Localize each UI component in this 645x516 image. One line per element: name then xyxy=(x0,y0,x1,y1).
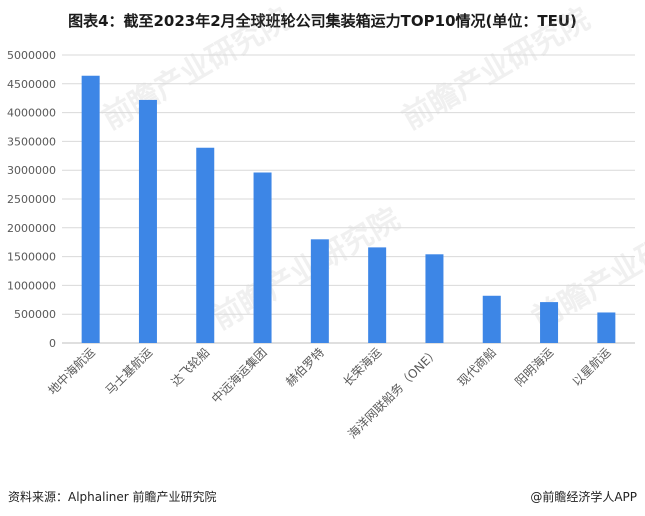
y-tick-label: 1000000 xyxy=(7,279,56,292)
x-tick-label: 现代商船 xyxy=(454,345,499,390)
bar xyxy=(368,247,387,343)
y-tick-label: 4500000 xyxy=(7,78,56,91)
y-tick-label: 2000000 xyxy=(7,222,56,235)
bar xyxy=(253,172,272,343)
x-tick-label: 达飞轮船 xyxy=(169,345,213,389)
x-tick-label: 马士基航运 xyxy=(102,345,155,398)
y-axis-ticks: 0 500000 1000000 1500000 2000000 2500000 30000… xyxy=(7,49,56,350)
bar xyxy=(310,239,329,343)
bar xyxy=(196,147,215,343)
y-tick-label: 3500000 xyxy=(7,135,56,148)
y-tick-label: 1500000 xyxy=(7,251,56,264)
chart-title: 图表4：截至2023年2月全球班轮公司集装箱运力TOP10情况(单位：TEU) xyxy=(68,12,577,30)
bar xyxy=(482,295,501,343)
x-tick-label: 赫伯罗特 xyxy=(282,345,327,390)
bar xyxy=(597,312,616,343)
gridlines xyxy=(62,54,635,344)
x-tick-label: 地中海航运 xyxy=(45,345,98,398)
watermark-text: 前瞻产业研究院 xyxy=(397,2,596,137)
bar xyxy=(138,99,157,343)
source-note: 资料来源：Alphaliner 前瞻产业研究院 xyxy=(8,490,217,504)
y-tick-label: 5000000 xyxy=(7,49,56,62)
watermark-text: 前瞻产业研究院 xyxy=(97,2,296,137)
x-tick-label: 以星航运 xyxy=(569,345,614,390)
y-tick-label: 500000 xyxy=(14,308,56,321)
bar xyxy=(81,75,100,344)
y-tick-label: 4000000 xyxy=(7,107,56,120)
bar xyxy=(425,254,444,343)
y-tick-label: 0 xyxy=(49,337,56,350)
x-tick-label: 长荣海运 xyxy=(340,345,385,390)
bars xyxy=(81,75,616,344)
brand-label: @前瞻经济学人APP xyxy=(530,490,637,504)
y-tick-label: 2500000 xyxy=(7,193,56,206)
x-tick-label: 阳明海运 xyxy=(512,345,557,390)
x-tick-label: 中远海运集团 xyxy=(208,345,270,407)
bar xyxy=(540,302,559,343)
y-tick-label: 3000000 xyxy=(7,164,56,177)
